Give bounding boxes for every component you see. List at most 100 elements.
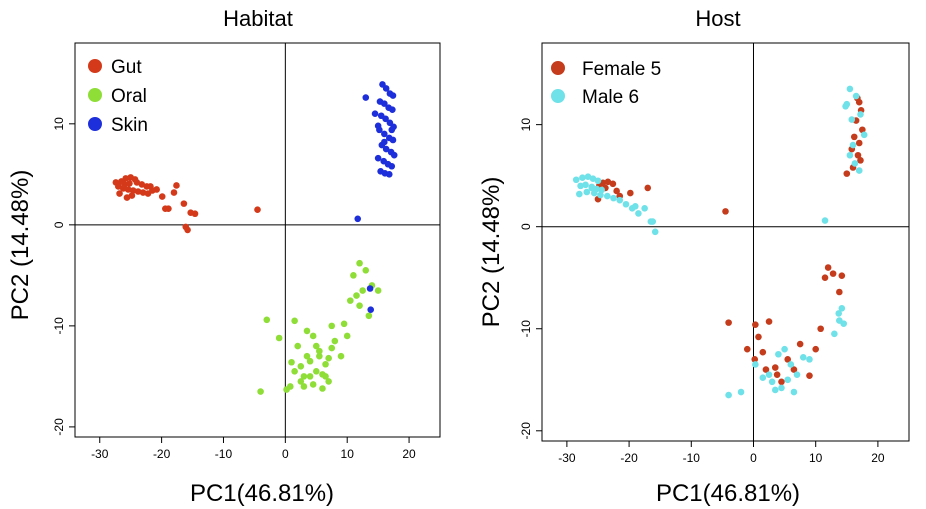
habitat-y-axis-title: PC2 (14.48%) xyxy=(7,170,34,321)
habitat-point-gut xyxy=(184,226,191,234)
host-point-male-6 xyxy=(831,330,838,338)
host-point-male-6 xyxy=(838,305,846,312)
host-point-male-6 xyxy=(632,202,639,210)
habitat-point-oral xyxy=(309,332,317,340)
host-point-female-5 xyxy=(644,184,652,192)
habitat-point-oral xyxy=(303,352,311,360)
habitat-point-skin xyxy=(371,110,379,118)
host-point-male-6 xyxy=(787,361,795,368)
host-y-tick-label: 0 xyxy=(519,223,533,230)
host-point-female-5 xyxy=(743,345,751,353)
habitat-panel: Habitat -30 -20 -10 0 10 20 -20 -10 0 10 Gut Ora… xyxy=(7,6,441,507)
host-point-female-5 xyxy=(824,264,832,271)
host-y-tick-label: 10 xyxy=(519,118,533,132)
habitat-point-oral xyxy=(346,297,354,304)
host-y-axis-ticks: -20 -10 0 10 xyxy=(519,118,542,440)
host-point-female-5 xyxy=(817,325,824,333)
legend-label-female-5: Female 5 xyxy=(582,59,661,80)
host-point-female-5 xyxy=(627,189,634,197)
habitat-y-tick-label: 10 xyxy=(52,117,66,131)
habitat-point-oral xyxy=(303,327,311,335)
habitat-point-skin xyxy=(381,100,388,107)
host-panel: Host -30 -20 -10 0 10 20 -20 -10 0 10 Female 5 M… xyxy=(478,6,910,507)
habitat-x-tick-label: 20 xyxy=(402,447,416,461)
habitat-point-oral xyxy=(297,378,305,385)
habitat-y-tick-label: 0 xyxy=(52,221,66,228)
habitat-data-points xyxy=(112,81,398,395)
host-point-male-6 xyxy=(616,196,624,204)
host-point-female-5 xyxy=(613,187,620,195)
host-point-female-5 xyxy=(762,366,770,373)
habitat-point-oral xyxy=(350,272,357,279)
habitat-point-skin xyxy=(382,145,390,153)
host-y-tick-label: -20 xyxy=(519,422,533,440)
host-point-female-5 xyxy=(609,180,617,188)
habitat-point-skin xyxy=(389,106,396,113)
habitat-point-gut xyxy=(129,187,137,194)
host-point-female-5 xyxy=(812,345,819,353)
habitat-point-gut xyxy=(139,189,147,196)
habitat-point-oral xyxy=(288,358,295,366)
habitat-x-tick-label: -10 xyxy=(215,447,233,461)
host-point-male-6 xyxy=(851,160,859,167)
habitat-point-oral xyxy=(356,302,363,309)
host-point-female-5 xyxy=(755,333,762,341)
habitat-point-skin xyxy=(366,285,374,292)
habitat-point-oral xyxy=(300,373,308,380)
host-point-female-5 xyxy=(765,318,773,325)
habitat-point-skin xyxy=(385,171,393,178)
habitat-point-gut xyxy=(122,175,130,182)
habitat-point-oral xyxy=(291,368,298,375)
host-point-female-5 xyxy=(778,378,785,386)
habitat-x-tick-label: 0 xyxy=(282,447,289,461)
habitat-point-skin xyxy=(382,85,390,92)
host-y-axis-title: PC2 (14.48%) xyxy=(478,177,505,328)
habitat-point-gut xyxy=(126,180,133,187)
host-point-male-6 xyxy=(588,184,596,192)
habitat-point-oral xyxy=(343,332,351,340)
host-point-male-6 xyxy=(784,376,792,384)
host-point-male-6 xyxy=(790,388,798,396)
host-point-male-6 xyxy=(840,320,847,327)
habitat-point-oral xyxy=(328,344,336,352)
habitat-point-oral xyxy=(319,385,326,392)
habitat-point-oral xyxy=(322,373,329,380)
host-point-male-6 xyxy=(752,361,759,368)
legend-label-male-6: Male 6 xyxy=(582,87,639,108)
host-point-female-5 xyxy=(725,319,732,326)
host-point-female-5 xyxy=(759,348,767,356)
host-point-female-5 xyxy=(784,356,792,363)
habitat-x-tick-label: 10 xyxy=(341,447,355,461)
habitat-point-gut xyxy=(124,186,132,193)
habitat-point-gut xyxy=(191,210,199,218)
habitat-point-skin xyxy=(389,136,397,144)
habitat-point-gut xyxy=(158,193,166,200)
host-point-male-6 xyxy=(576,190,583,198)
host-point-male-6 xyxy=(622,200,630,208)
host-point-male-6 xyxy=(584,173,592,180)
legend-marker-skin xyxy=(88,117,102,131)
host-point-female-5 xyxy=(843,170,851,177)
host-x-tick-label: 10 xyxy=(809,451,823,465)
habitat-point-gut xyxy=(119,185,127,192)
habitat-point-skin xyxy=(388,162,396,170)
host-point-male-6 xyxy=(793,371,801,378)
host-point-male-6 xyxy=(852,92,860,100)
habitat-point-oral xyxy=(325,378,332,385)
host-point-male-6 xyxy=(737,388,745,396)
habitat-point-gut xyxy=(133,179,141,186)
habitat-point-gut xyxy=(153,186,160,193)
habitat-point-gut xyxy=(128,192,136,199)
habitat-point-oral xyxy=(340,320,348,328)
habitat-point-oral xyxy=(309,381,317,388)
host-point-male-6 xyxy=(799,354,807,361)
habitat-point-oral xyxy=(331,337,339,345)
host-point-female-5 xyxy=(836,288,843,296)
habitat-point-oral xyxy=(257,388,264,395)
habitat-x-axis-title: PC1(46.81%) xyxy=(190,480,334,507)
habitat-point-skin xyxy=(389,92,397,99)
host-point-male-6 xyxy=(846,85,854,93)
legend-marker-gut xyxy=(88,59,102,73)
habitat-point-oral xyxy=(294,342,302,350)
host-point-male-6 xyxy=(651,228,659,236)
